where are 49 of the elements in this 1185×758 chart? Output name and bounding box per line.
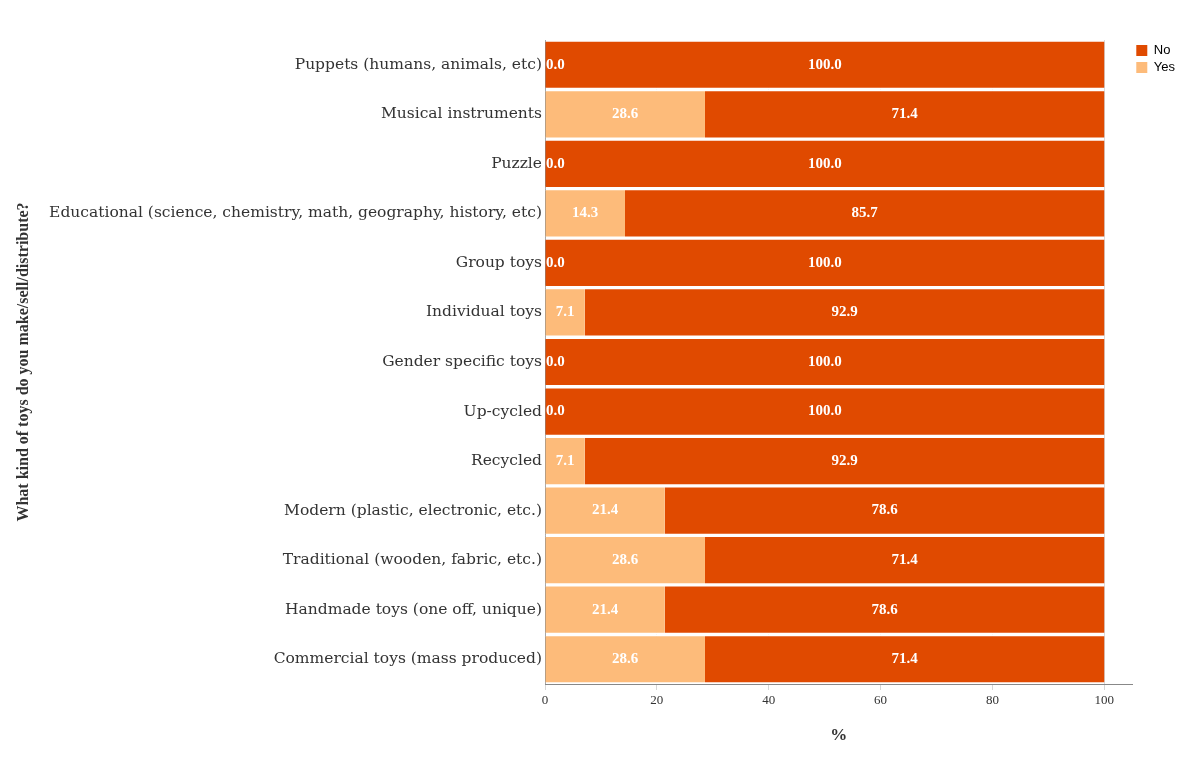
y-tick-label: Puppets (humans, animals, etc) [294,54,542,73]
y-axis-title: What kind of toys do you make/sell/distribute? [13,202,32,522]
data-label: 0.0 [546,154,565,171]
y-tick-label: Handmade toys (one off, unique) [285,599,542,618]
data-label: 21.4 [591,501,619,518]
y-tick-label: Educational (science, chemistry, math, geography, history, etc) [49,203,542,222]
data-label: 71.4 [891,650,919,667]
data-label: 78.6 [871,501,899,518]
data-label: 21.4 [591,600,619,617]
x-tick-label: 100 [1094,692,1115,708]
y-tick-label: Traditional (wooden, fabric, etc.) [282,550,542,569]
data-label: 92.9 [831,451,858,468]
data-label: 78.6 [871,600,899,617]
data-label: 0.0 [546,352,565,369]
data-label: 100.0 [808,402,842,419]
data-label: 0.0 [546,55,565,72]
data-label: 7.1 [555,303,575,320]
data-label: 28.6 [612,105,639,122]
data-label: 7.1 [555,451,575,468]
y-tick-label: Musical instruments [380,104,543,123]
y-tick-label: Gender specific toys [382,352,543,371]
y-tick-label: Group toys [455,252,543,271]
x-axis-title: % [830,725,848,745]
x-tick-label: 60 [874,692,888,708]
y-tick-label: Up-cycled [463,401,543,420]
y-tick-label: Modern (plastic, electronic, etc.) [284,500,542,519]
x-tick-label: 20 [650,692,664,708]
data-label: 100.0 [808,55,842,72]
legend-label: Yes [1153,59,1176,75]
y-tick-label: Individual toys [425,302,543,321]
x-tick-label: 40 [762,692,776,708]
data-label: 71.4 [891,551,919,568]
data-label: 14.3 [572,204,599,221]
y-tick-label: Puzzle [491,153,542,172]
data-label: 100.0 [808,253,842,270]
data-label: 85.7 [851,204,879,221]
x-tick-label: 0 [541,692,549,708]
data-label: 0.0 [546,402,565,419]
data-label: 92.9 [831,303,858,320]
data-label: 28.6 [612,551,639,568]
data-label: 28.6 [612,650,639,667]
y-tick-label: Recycled [470,451,543,470]
y-tick-label: Commercial toys (mass produced) [273,649,542,668]
data-label: 100.0 [808,352,842,369]
data-label: 71.4 [891,105,919,122]
data-label: 0.0 [546,253,565,270]
x-tick-label: 80 [985,692,999,708]
data-label: 100.0 [808,154,842,171]
legend-label: No [1153,42,1171,58]
